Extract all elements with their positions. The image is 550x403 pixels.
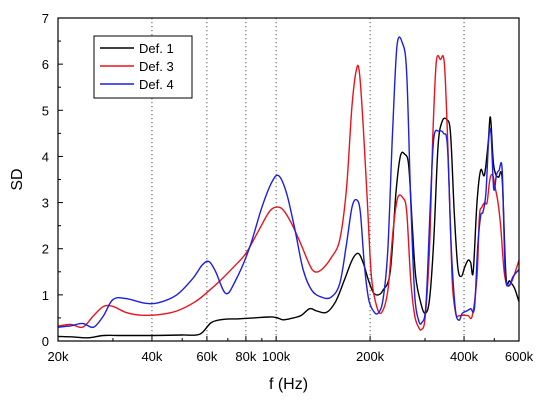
x-axis-title: f (Hz)	[269, 376, 308, 393]
y-tick-label: 5	[42, 103, 49, 118]
y-tick-label: 7	[42, 11, 49, 26]
y-tick-label: 2	[42, 242, 49, 257]
legend-label: Def. 3	[139, 59, 174, 74]
x-tick-label: 40k	[141, 349, 162, 364]
x-tick-label: 200k	[356, 349, 385, 364]
vertical-gridlines	[151, 18, 465, 341]
series-line-3	[57, 36, 520, 329]
y-tick-label: 6	[42, 57, 49, 72]
x-tick-label: 20k	[48, 349, 69, 364]
legend-label: Def. 4	[139, 77, 174, 92]
y-tick-label: 0	[42, 334, 49, 349]
x-axis-ticks: 20k 40k 60k 80k 100k 200k 400k 600k	[48, 336, 534, 364]
x-tick-label: 80k	[235, 349, 256, 364]
legend-box	[93, 35, 193, 99]
legend: Def. 1 Def. 3 Def. 4	[93, 35, 193, 99]
series-line-1	[57, 116, 520, 339]
x-tick-label: 100k	[262, 349, 291, 364]
x-tick-label: 400k	[450, 349, 479, 364]
y-tick-label: 1	[42, 288, 49, 303]
x-tick-label: 600k	[505, 349, 534, 364]
y-tick-label: 4	[42, 149, 49, 164]
y-axis-title: SD	[9, 168, 26, 190]
y-axis-ticks: 0 1 2 3 4 5 6 7	[42, 11, 63, 349]
series-layer	[57, 36, 520, 339]
y-tick-label: 3	[42, 196, 49, 211]
legend-label: Def. 1	[139, 41, 174, 56]
x-tick-label: 60k	[196, 349, 217, 364]
